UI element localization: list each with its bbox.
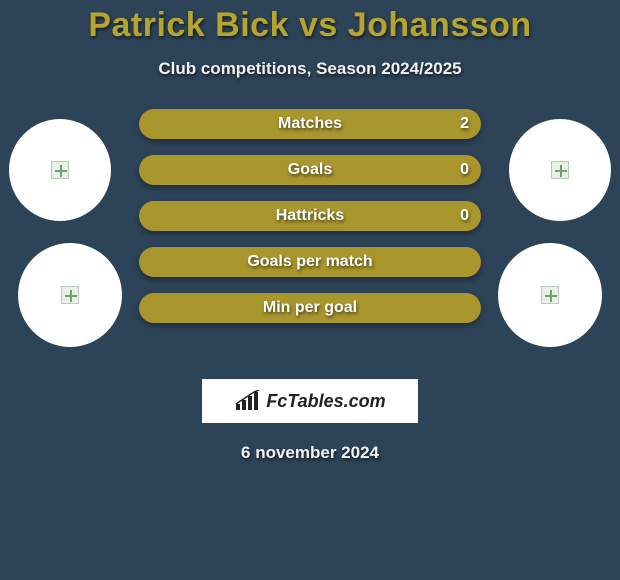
broken-image-icon — [61, 286, 79, 304]
stat-label: Matches — [139, 109, 481, 139]
stat-bar-goals: Goals 0 — [139, 155, 481, 185]
subtitle: Club competitions, Season 2024/2025 — [0, 59, 620, 79]
stat-label: Hattricks — [139, 201, 481, 231]
stat-right-value: 0 — [460, 201, 469, 231]
player-left-avatar — [18, 243, 122, 347]
player-left-club-avatar — [9, 119, 111, 221]
stat-right-value: 0 — [460, 155, 469, 185]
stat-label: Goals — [139, 155, 481, 185]
broken-image-icon — [551, 161, 569, 179]
stat-bar-min-per-goal: Min per goal — [139, 293, 481, 323]
snapshot-date: 6 november 2024 — [0, 443, 620, 463]
stat-bar-matches: Matches 2 — [139, 109, 481, 139]
page-title: Patrick Bick vs Johansson — [0, 0, 620, 45]
stat-bars: Matches 2 Goals 0 Hattricks 0 Goals per … — [139, 109, 481, 323]
stat-bar-goals-per-match: Goals per match — [139, 247, 481, 277]
comparison-stage: Matches 2 Goals 0 Hattricks 0 Goals per … — [0, 109, 620, 369]
broken-image-icon — [51, 161, 69, 179]
brand-badge: FcTables.com — [202, 379, 418, 423]
bar-chart-icon — [234, 390, 260, 412]
stat-label: Goals per match — [139, 247, 481, 277]
broken-image-icon — [541, 286, 559, 304]
player-right-club-avatar — [509, 119, 611, 221]
brand-text: FcTables.com — [266, 391, 385, 412]
player-right-avatar — [498, 243, 602, 347]
stat-label: Min per goal — [139, 293, 481, 323]
stat-bar-hattricks: Hattricks 0 — [139, 201, 481, 231]
stat-right-value: 2 — [460, 109, 469, 139]
